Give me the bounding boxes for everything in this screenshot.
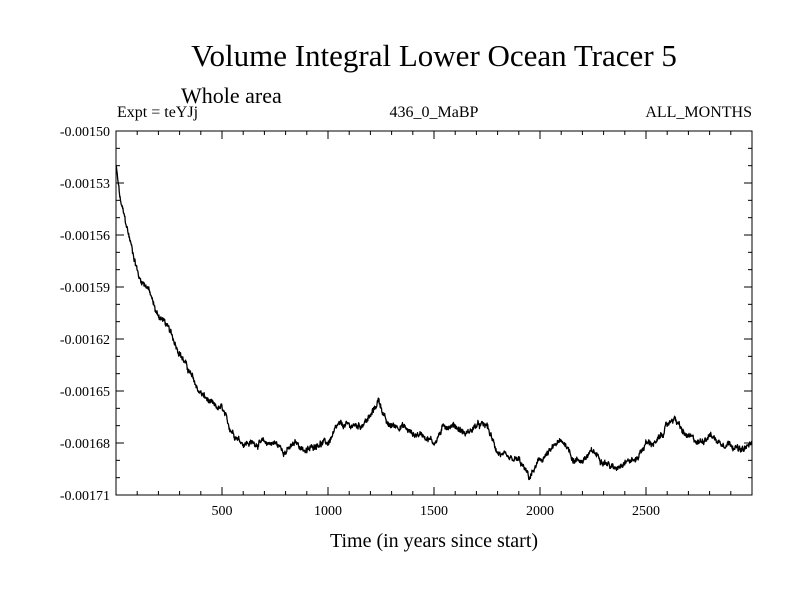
data-series (115, 164, 753, 481)
y-tick-label: -0.00165 (60, 385, 110, 400)
chart-title: Volume Integral Lower Ocean Tracer 5 (191, 38, 677, 73)
x-tick-label: 500 (212, 504, 233, 519)
x-tick-label: 2000 (526, 504, 554, 519)
series-line-tracer5 (115, 164, 753, 481)
y-tick-label: -0.00153 (60, 177, 110, 192)
y-tick-label: -0.00159 (60, 281, 110, 296)
experiment-label: Expt = teYJj (117, 104, 199, 121)
y-tick-label: -0.00171 (60, 489, 110, 504)
chart-subtitle: Whole area (181, 83, 282, 108)
axis-tick-labels: 500 1000 1500 2000 2500 -0.00150 -0.00153 -0.00… (60, 125, 660, 519)
y-tick-label: -0.00162 (60, 333, 110, 348)
y-tick-label: -0.00150 (60, 125, 110, 140)
x-axis-label: Time (in years since start) (329, 530, 539, 552)
months-label: ALL_MONTHS (645, 104, 752, 121)
period-label: 436_0_MaBP (389, 104, 479, 121)
x-tick-label: 1500 (420, 504, 448, 519)
axis-ticks (116, 130, 752, 496)
y-tick-label: -0.00156 (60, 229, 110, 244)
x-tick-label: 1000 (314, 504, 342, 519)
y-tick-label: -0.00168 (60, 437, 110, 452)
x-tick-label: 2500 (632, 504, 660, 519)
